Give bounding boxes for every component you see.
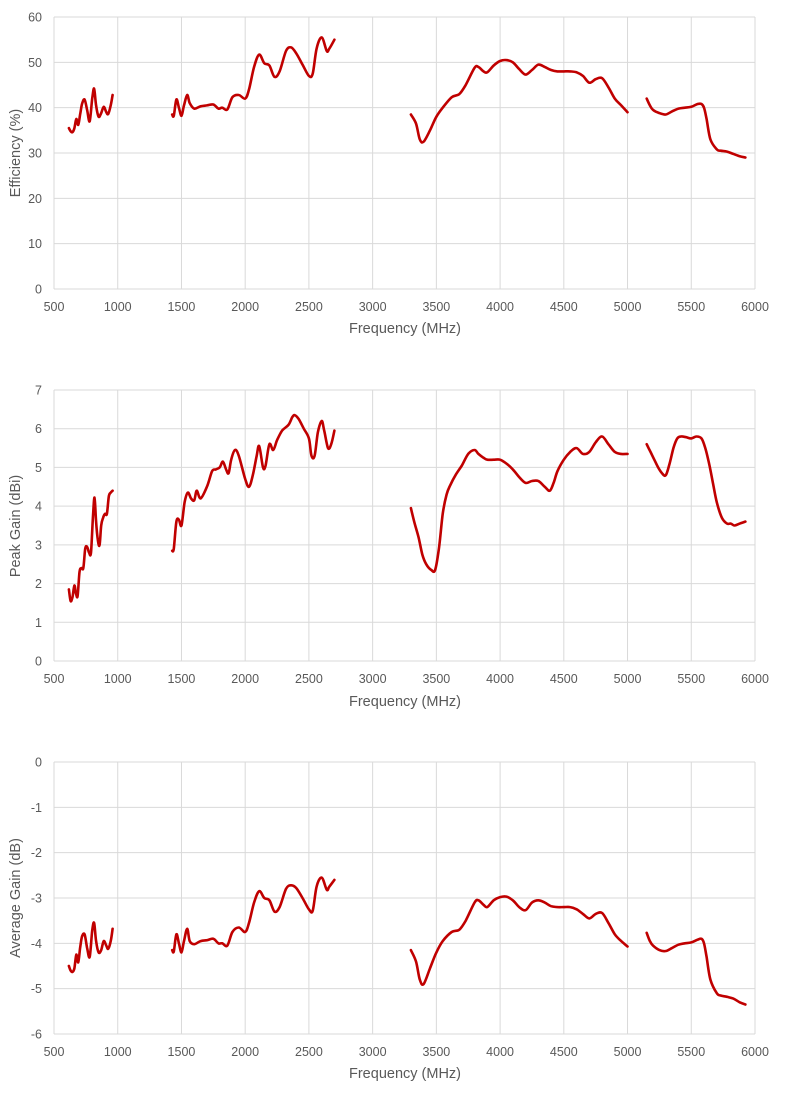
y-tick-label: 10 [28,237,42,251]
average-gain-y-axis-title: Average Gain (dB) [8,838,24,958]
y-tick-label: 1 [35,616,42,630]
x-tick-label: 2500 [295,300,323,314]
y-tick-label: -3 [31,892,42,906]
x-tick-label: 1500 [168,300,196,314]
y-tick-label: -6 [31,1028,42,1042]
y-tick-label: 40 [28,101,42,115]
y-tick-label: 0 [35,283,42,297]
y-tick-label: 0 [35,655,42,669]
x-tick-label: 2500 [295,1045,323,1059]
x-tick-label: 2000 [231,300,259,314]
peak-gain-chart: 0 1 2 3 4 5 6 7 500 1000 1500 2000 2500 3000 3500 4000 4… [8,384,769,711]
y-tick-label: -4 [31,937,42,951]
data-series-line [645,435,747,527]
y-tick-label: 6 [35,422,42,436]
data-series-line [645,931,747,1006]
data-series-line [409,58,629,144]
data-series-line [409,895,629,987]
x-tick-label: 3000 [359,300,387,314]
x-tick-label: 4000 [486,300,514,314]
efficiency-x-axis-title: Frequency (MHz) [349,321,461,337]
x-tick-label: 4000 [486,1045,514,1059]
x-tick-label: 2000 [231,672,259,686]
data-series-line [170,876,336,954]
x-tick-label: 5000 [614,672,642,686]
y-tick-label: 4 [35,500,42,514]
y-tick-label: 5 [35,461,42,475]
x-tick-label: 3500 [422,672,450,686]
average-gain-x-axis-title: Frequency (MHz) [349,1066,461,1082]
x-tick-label: 5000 [614,300,642,314]
data-series-line [67,87,114,134]
y-tick-label: -2 [31,846,42,860]
x-tick-label: 1500 [168,1045,196,1059]
data-series-line [170,413,336,553]
y-tick-label: 30 [28,147,42,161]
x-tick-label: 6000 [741,1045,769,1059]
data-series-line [67,489,114,603]
x-tick-label: 3000 [359,672,387,686]
x-tick-label: 500 [44,672,65,686]
x-tick-label: 3000 [359,1045,387,1059]
x-tick-label: 6000 [741,300,769,314]
y-tick-label: 50 [28,56,42,70]
peak-gain-plot: 0 1 2 3 4 5 6 7 500 1000 1500 2000 2500 3000 3500 4000 4… [35,384,769,687]
y-tick-label: -1 [31,801,42,815]
data-series-line [645,97,747,159]
x-tick-label: 4500 [550,1045,578,1059]
y-tick-label: -5 [31,982,42,996]
x-tick-label: 2500 [295,672,323,686]
y-tick-label: 2 [35,577,42,591]
efficiency-chart: 0 10 20 30 40 50 60 500 1000 1500 2000 2500 3000 3500… [0,0,800,360]
x-tick-label: 4500 [550,300,578,314]
x-tick-label: 5500 [677,672,705,686]
y-tick-label: 3 [35,538,42,552]
x-tick-label: 4500 [550,672,578,686]
y-tick-label: 60 [28,11,42,25]
x-tick-label: 1000 [104,300,132,314]
x-tick-label: 2000 [231,1045,259,1059]
y-tick-label: 0 [35,756,42,770]
x-tick-label: 5500 [677,300,705,314]
data-series-line [170,36,336,118]
x-tick-label: 3500 [422,1045,450,1059]
x-tick-label: 1000 [104,1045,132,1059]
x-tick-label: 6000 [741,672,769,686]
x-tick-label: 1500 [168,672,196,686]
y-tick-label: 7 [35,384,42,398]
efficiency-plot: 0 10 20 30 40 50 60 500 1000 1500 2000 2500 3000 3500… [28,11,769,315]
data-series-line [409,435,629,574]
data-series-line [67,921,114,974]
x-tick-label: 5000 [614,1045,642,1059]
y-tick-label: 20 [28,192,42,206]
x-tick-label: 3500 [422,300,450,314]
x-tick-label: 500 [44,300,65,314]
peak-gain-x-axis-title: Frequency (MHz) [349,694,461,710]
x-tick-label: 500 [44,1045,65,1059]
x-tick-label: 1000 [104,672,132,686]
x-tick-label: 5500 [677,1045,705,1059]
x-tick-label: 4000 [486,672,514,686]
